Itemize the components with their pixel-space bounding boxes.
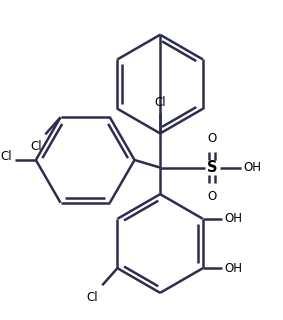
Text: OH: OH: [244, 161, 262, 174]
Text: Cl: Cl: [30, 140, 42, 153]
Text: Cl: Cl: [154, 96, 166, 109]
Text: OH: OH: [225, 262, 243, 275]
Text: S: S: [207, 160, 218, 175]
Text: Cl: Cl: [87, 291, 98, 304]
Text: Cl: Cl: [1, 150, 12, 163]
Text: O: O: [208, 132, 217, 145]
Text: OH: OH: [225, 212, 243, 225]
Text: O: O: [208, 190, 217, 204]
